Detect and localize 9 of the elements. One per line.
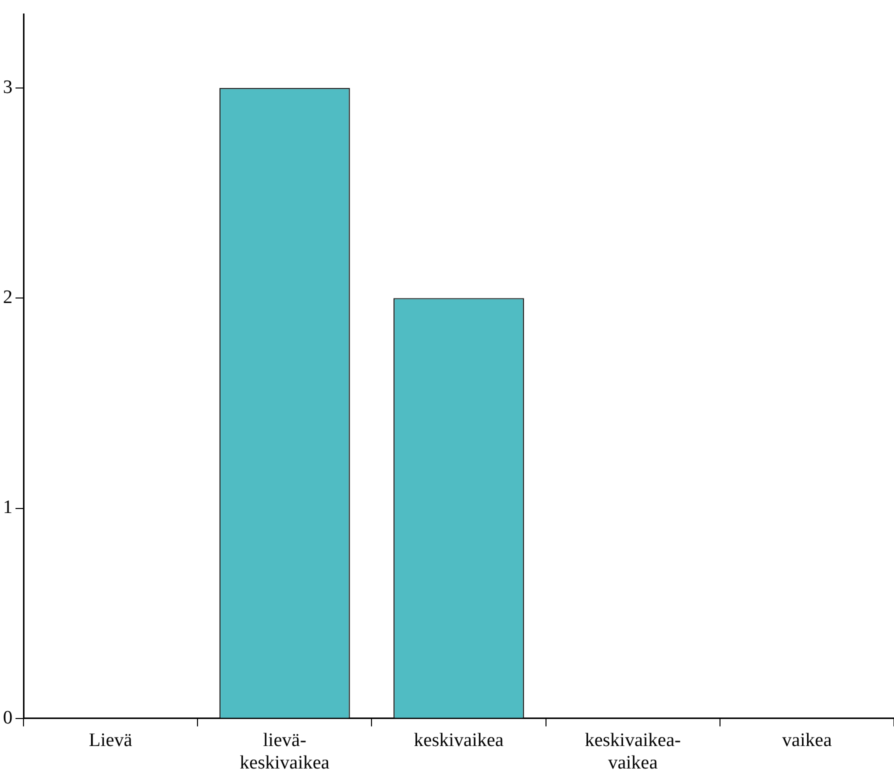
x-tick-label: vaikea	[782, 730, 832, 751]
x-tick-label: lievä-keskivaikea	[240, 730, 330, 774]
y-tick-label: 0	[3, 707, 12, 728]
y-tick-label: 3	[3, 76, 12, 98]
x-tick-label: keskivaikea	[414, 730, 504, 751]
y-tick-label: 1	[3, 497, 12, 518]
x-tick-label: Lievä	[88, 730, 133, 751]
y-tick-label: 2	[3, 287, 12, 308]
x-tick-label: keskivaikea-vaikea	[584, 730, 681, 774]
